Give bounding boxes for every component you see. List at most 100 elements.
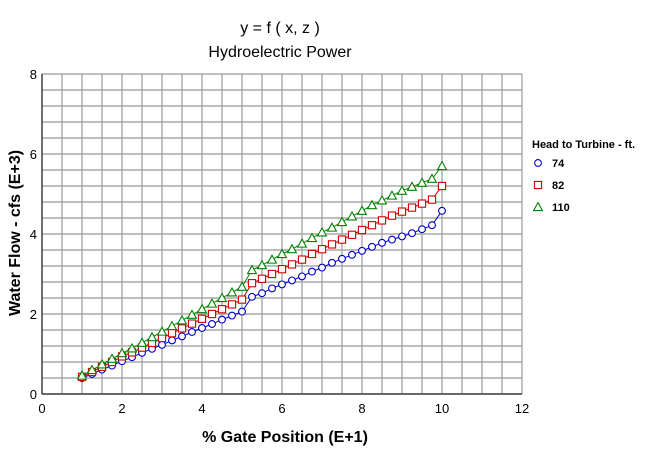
data-point-110 xyxy=(196,303,208,314)
data-point-74 xyxy=(418,225,426,234)
data-point-82 xyxy=(197,314,207,323)
data-point-110 xyxy=(186,309,198,319)
data-point-74 xyxy=(288,276,296,285)
data-point-82 xyxy=(207,309,217,319)
legend-title: Head to Turbine - ft. xyxy=(532,139,635,151)
data-point-82 xyxy=(217,305,227,314)
data-point-74 xyxy=(338,254,346,263)
x-tick-label: 4 xyxy=(198,401,205,416)
data-point-82 xyxy=(167,329,177,338)
data-point-110 xyxy=(316,226,328,237)
data-point-82 xyxy=(377,216,387,225)
tick-labels: 0 2 4 6 8 10 12 0 2 4 6 8 xyxy=(30,67,529,416)
data-point-74 xyxy=(358,246,366,255)
data-point-82 xyxy=(267,269,277,279)
legend-marker-110 xyxy=(532,201,544,212)
data-point-110 xyxy=(296,238,308,248)
y-tick-label: 6 xyxy=(30,147,37,162)
data-point-82 xyxy=(387,211,397,220)
chart-title: y = f ( x, z ) xyxy=(240,20,320,37)
data-point-110 xyxy=(376,194,388,205)
data-point-74 xyxy=(158,340,166,349)
data-point-110 xyxy=(206,298,218,308)
x-tick-label: 6 xyxy=(278,401,285,416)
data-point-74 xyxy=(438,206,446,215)
data-point-74 xyxy=(318,263,326,272)
data-point-110 xyxy=(76,370,88,380)
x-tick-label: 10 xyxy=(435,401,449,416)
data-point-82 xyxy=(187,319,197,328)
data-point-74 xyxy=(428,221,436,230)
data-point-82 xyxy=(407,203,417,212)
data-point-110 xyxy=(106,353,118,363)
data-point-110 xyxy=(306,232,318,243)
data-point-110 xyxy=(436,160,448,171)
data-point-74 xyxy=(258,289,266,298)
data-point-74 xyxy=(398,232,406,241)
data-point-82 xyxy=(357,225,367,235)
data-point-110 xyxy=(356,205,368,215)
legend-marker-82 xyxy=(533,180,543,190)
data-point-110 xyxy=(346,210,358,221)
data-point-74 xyxy=(348,250,356,259)
data-point-74 xyxy=(308,267,316,276)
y-tick-label: 4 xyxy=(30,227,37,242)
x-axis-label: % Gate Position (E+1) xyxy=(202,429,368,446)
data-point-74 xyxy=(298,272,306,281)
data-point-110 xyxy=(216,292,228,303)
data-point-74 xyxy=(268,284,276,293)
data-point-110 xyxy=(156,326,168,336)
data-point-110 xyxy=(246,264,258,275)
data-point-74 xyxy=(248,292,256,301)
data-point-110 xyxy=(406,181,418,191)
data-point-74 xyxy=(188,328,196,336)
data-point-82 xyxy=(367,221,377,230)
legend-label-110: 110 xyxy=(552,202,570,214)
y-tick-label: 2 xyxy=(30,307,37,322)
x-tick-label: 2 xyxy=(118,401,125,416)
data-point-110 xyxy=(126,342,138,353)
legend-marker-74 xyxy=(534,159,542,167)
data-point-74 xyxy=(408,229,416,238)
legend-label-74: 74 xyxy=(552,158,565,170)
data-point-110 xyxy=(266,254,278,264)
data-point-110 xyxy=(236,281,248,291)
data-point-82 xyxy=(397,207,407,216)
data-point-110 xyxy=(176,314,188,325)
data-point-74 xyxy=(368,242,376,251)
data-point-82 xyxy=(237,295,247,304)
data-point-110 xyxy=(96,358,108,369)
legend: 74 82 110 xyxy=(532,158,570,214)
data-point-74 xyxy=(278,280,286,289)
data-point-110 xyxy=(366,199,378,210)
data-point-74 xyxy=(228,311,236,320)
data-point-110 xyxy=(226,286,238,297)
y-axis-label: Water Flow - cfs (E+3) xyxy=(7,150,24,316)
x-tick-label: 8 xyxy=(358,401,365,416)
data-point-110 xyxy=(336,216,348,227)
data-point-82 xyxy=(277,265,287,274)
data-point-110 xyxy=(86,364,98,375)
data-point-74 xyxy=(238,307,246,316)
legend-label-82: 82 xyxy=(552,180,564,192)
data-point-110 xyxy=(256,259,268,270)
data-point-74 xyxy=(178,332,186,341)
data-point-82 xyxy=(307,249,317,259)
data-point-74 xyxy=(388,235,396,244)
data-point-110 xyxy=(416,177,428,187)
data-point-74 xyxy=(208,320,216,328)
data-point-110 xyxy=(396,185,408,195)
data-point-82 xyxy=(337,235,347,244)
data-point-110 xyxy=(276,248,288,259)
data-point-74 xyxy=(328,258,336,267)
data-point-82 xyxy=(347,230,357,239)
series-group xyxy=(76,160,448,382)
y-tick-label: 8 xyxy=(30,67,37,82)
plot-frame xyxy=(41,74,522,395)
data-point-74 xyxy=(198,324,206,332)
y-tick-label: 0 xyxy=(30,387,37,402)
data-point-82 xyxy=(427,195,437,204)
data-point-110 xyxy=(146,331,158,342)
x-tick-label: 12 xyxy=(515,401,529,416)
